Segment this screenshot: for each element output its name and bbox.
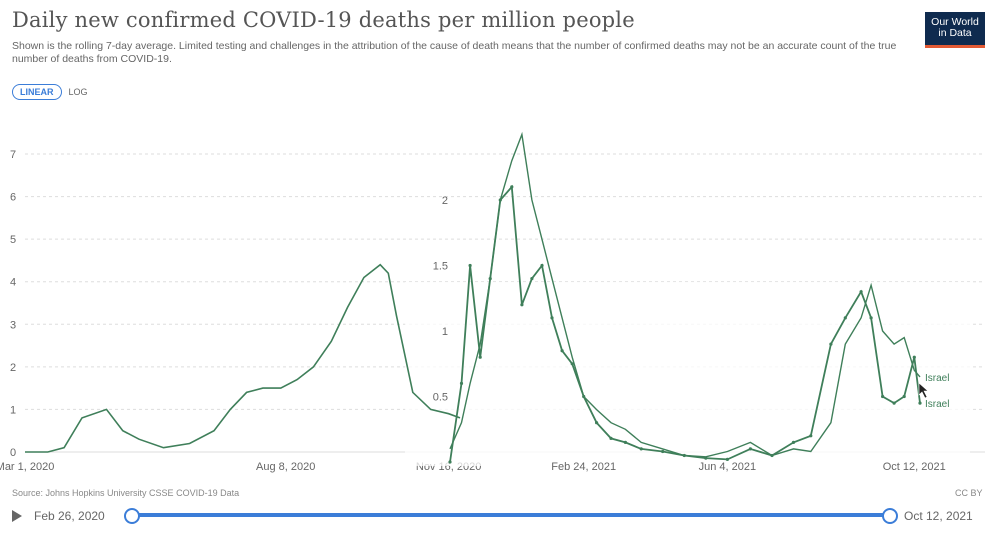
- owid-logo[interactable]: Our World in Data: [925, 12, 985, 48]
- inset-x-tick-label: Oct 12, 2021: [883, 461, 946, 473]
- data-point: [809, 434, 813, 438]
- chart-subtitle: Shown is the rolling 7-day average. Limi…: [12, 40, 897, 65]
- data-point: [748, 447, 753, 451]
- data-point: [902, 394, 906, 399]
- series-end-label: Israel: [925, 373, 949, 384]
- chart-title: Daily new confirmed COVID-19 deaths per …: [12, 8, 635, 32]
- data-point: [510, 185, 514, 189]
- series-labels: Israel Israel: [925, 373, 949, 410]
- data-point: [918, 401, 922, 405]
- data-point: [869, 316, 873, 320]
- y-tick-label: 6: [10, 192, 16, 204]
- data-point: [570, 362, 574, 366]
- series-layer: [25, 131, 922, 464]
- data-point: [478, 355, 482, 359]
- data-point: [448, 460, 452, 464]
- inset-y-tick-label: 0.5: [433, 392, 448, 404]
- data-point: [595, 421, 599, 425]
- data-point: [639, 447, 643, 451]
- data-point: [859, 290, 863, 294]
- timeline-end-handle[interactable]: [882, 508, 898, 524]
- y-tick-label: 0: [10, 447, 16, 459]
- license-link[interactable]: CC BY: [955, 488, 983, 498]
- scale-toggle: LINEAR LOG: [12, 84, 88, 100]
- y-tick-label: 3: [10, 319, 16, 331]
- data-point: [560, 349, 564, 353]
- log-scale-button[interactable]: LOG: [68, 87, 88, 97]
- y-tick-label: 1: [10, 404, 16, 416]
- x-tick-label: Mar 1, 2020: [0, 461, 54, 473]
- inset-chart-panel: [405, 282, 970, 466]
- data-point: [459, 381, 464, 385]
- y-tick-label: 4: [10, 277, 16, 289]
- linear-scale-button[interactable]: LINEAR: [12, 84, 62, 100]
- inset-y-tick-label: 1.5: [433, 261, 448, 273]
- data-point: [609, 436, 613, 440]
- series-line-main: [25, 263, 461, 453]
- series-line-inset: [449, 131, 921, 458]
- inset-chart-ticks: 0.5 1 1.5 2 Feb 24, 2021 Jun 4, 2021 Oct 12, 2…: [433, 195, 946, 473]
- data-point: [881, 394, 885, 399]
- timeline-slider-track[interactable]: [131, 513, 891, 517]
- inset-x-tick-label: Jun 4, 2021: [699, 461, 757, 473]
- y-tick-label: 5: [10, 234, 16, 246]
- y-tick-label: 7: [10, 149, 16, 161]
- logo-line1: Our World: [931, 16, 979, 28]
- data-point: [725, 457, 730, 461]
- data-point: [540, 263, 544, 268]
- data-point: [468, 263, 472, 268]
- timeline-start-date: Feb 26, 2020: [34, 509, 105, 523]
- inset-x-tick-label: Feb 24, 2021: [551, 461, 616, 473]
- y-tick-label: 2: [10, 362, 16, 374]
- series-end-label: Israel: [925, 399, 949, 410]
- data-point: [661, 449, 665, 454]
- data-point: [912, 355, 916, 359]
- mouse-cursor-icon: [918, 382, 929, 399]
- data-point: [843, 316, 847, 320]
- play-icon[interactable]: [12, 510, 22, 522]
- source-note[interactable]: Source: Johns Hopkins University CSSE CO…: [12, 488, 240, 498]
- inset-y-tick-label: 1: [442, 326, 448, 338]
- timeline-start-handle[interactable]: [124, 508, 140, 524]
- data-point: [530, 277, 534, 281]
- data-point: [892, 401, 896, 405]
- data-point: [623, 440, 628, 444]
- data-point: [520, 303, 524, 307]
- data-point: [550, 316, 554, 320]
- timeline-end-date: Oct 12, 2021: [904, 509, 973, 523]
- data-point: [829, 342, 833, 346]
- inset-y-tick-label: 2: [442, 195, 448, 207]
- logo-line2: in Data: [938, 27, 972, 39]
- data-point: [791, 440, 796, 444]
- x-tick-label: Aug 8, 2020: [256, 461, 315, 473]
